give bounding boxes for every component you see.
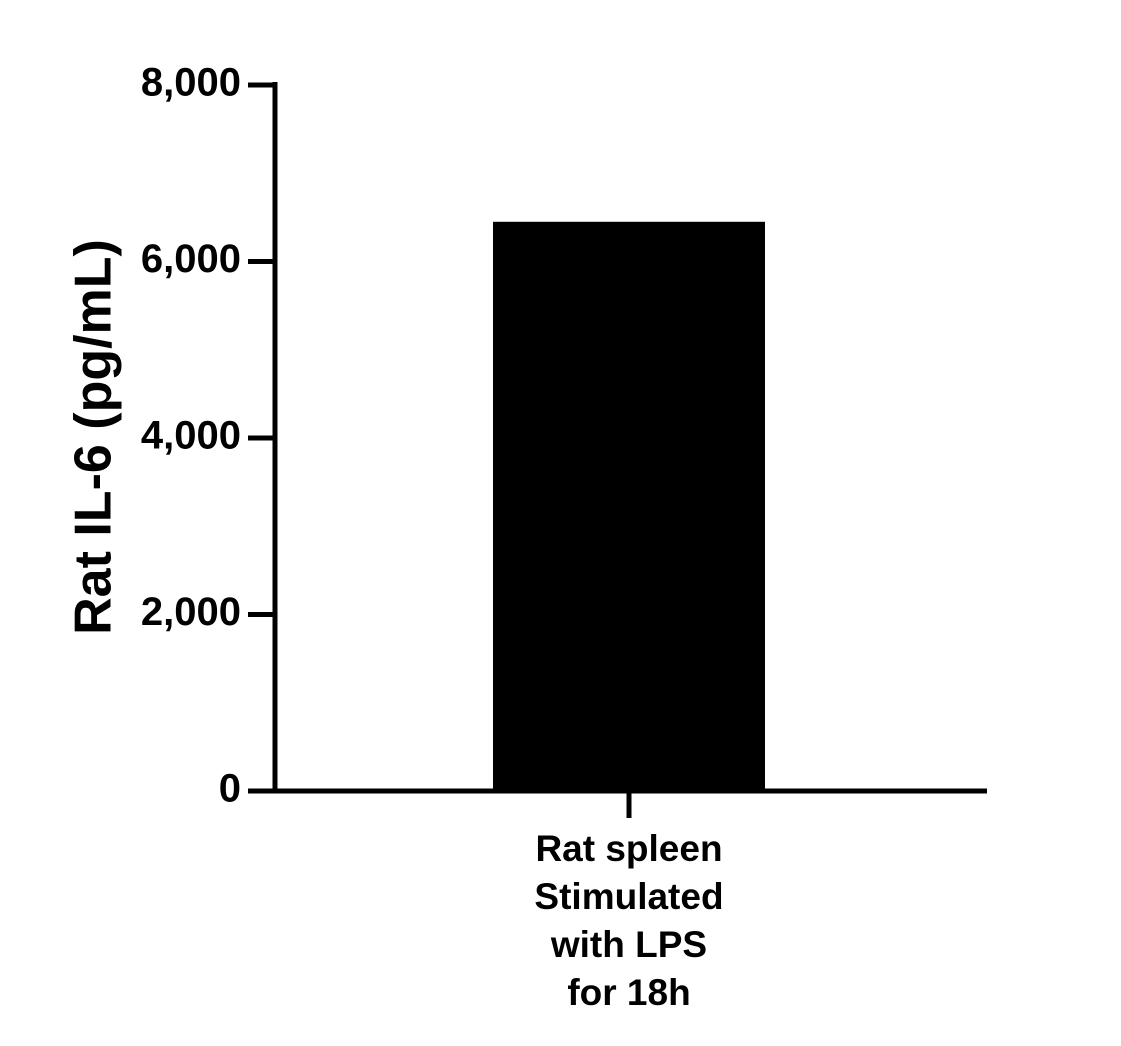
y-ticks: 0 2,000 4,000 6,000 8,000 xyxy=(141,61,277,811)
y-tick-label: 4,000 xyxy=(141,414,241,458)
y-tick-label: 2,000 xyxy=(141,590,241,634)
bars xyxy=(493,221,765,792)
y-tick-label: 6,000 xyxy=(141,237,241,281)
x-ticks: Rat spleen Stimulated with LPS for 18h xyxy=(534,791,724,1013)
y-tick-label: 0 xyxy=(219,767,241,811)
y-axis-title: Rat IL-6 (pg/mL) xyxy=(65,239,123,635)
bar xyxy=(493,221,765,792)
y-tick-label: 8,000 xyxy=(141,61,241,105)
x-category-label: Rat spleen Stimulated with LPS for 18h xyxy=(534,828,723,1013)
